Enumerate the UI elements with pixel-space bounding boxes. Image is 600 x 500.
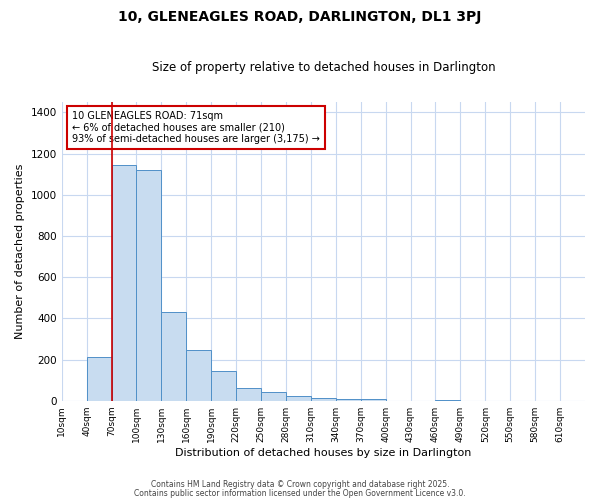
Text: Contains public sector information licensed under the Open Government Licence v3: Contains public sector information licen… <box>134 488 466 498</box>
Bar <box>112 165 136 400</box>
Title: Size of property relative to detached houses in Darlington: Size of property relative to detached ho… <box>152 62 495 74</box>
Bar <box>336 398 361 400</box>
Bar <box>361 398 386 400</box>
Bar <box>86 358 112 401</box>
Bar <box>236 388 261 400</box>
Text: 10 GLENEAGLES ROAD: 71sqm
← 6% of detached houses are smaller (210)
93% of semi-: 10 GLENEAGLES ROAD: 71sqm ← 6% of detach… <box>72 111 320 144</box>
Bar <box>211 371 236 400</box>
Text: 10, GLENEAGLES ROAD, DARLINGTON, DL1 3PJ: 10, GLENEAGLES ROAD, DARLINGTON, DL1 3PJ <box>118 10 482 24</box>
Bar <box>136 170 161 400</box>
Bar <box>286 396 311 400</box>
Bar <box>311 398 336 400</box>
Text: Contains HM Land Registry data © Crown copyright and database right 2025.: Contains HM Land Registry data © Crown c… <box>151 480 449 489</box>
Bar <box>261 392 286 400</box>
X-axis label: Distribution of detached houses by size in Darlington: Distribution of detached houses by size … <box>175 448 472 458</box>
Bar <box>186 350 211 401</box>
Y-axis label: Number of detached properties: Number of detached properties <box>15 164 25 339</box>
Bar <box>161 312 186 400</box>
